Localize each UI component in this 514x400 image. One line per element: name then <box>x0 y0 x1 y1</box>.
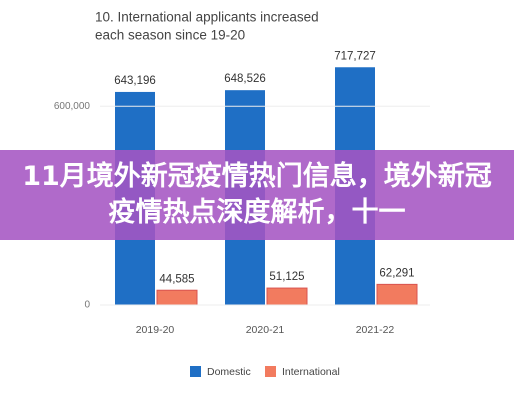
bar <box>266 287 308 306</box>
data-label: 643,196 <box>114 75 156 87</box>
legend-label: International <box>282 366 340 378</box>
y-tick-label: 600,000 <box>54 101 91 112</box>
data-label: 648,526 <box>224 73 266 85</box>
bar <box>156 289 198 306</box>
x-tick-label: 2020-21 <box>246 324 285 336</box>
banner-text: 11月境外新冠疫情热门信息，境外新冠疫情热点深度解析，十一 <box>22 161 492 228</box>
legend-label: Domestic <box>207 366 251 378</box>
data-label: 44,585 <box>159 273 194 285</box>
y-tick-label: 0 <box>84 300 90 311</box>
x-tick-label: 2021-22 <box>356 324 395 336</box>
legend-swatch <box>190 366 201 377</box>
legend-swatch <box>265 366 276 377</box>
bar <box>376 283 418 306</box>
chart-title: 10. International applicants increased <box>95 10 319 25</box>
data-label: 51,125 <box>269 271 304 283</box>
banner: 11月境外新冠疫情热门信息，境外新冠疫情热点深度解析，十一 <box>0 150 514 240</box>
data-label: 717,727 <box>334 50 376 62</box>
data-label: 62,291 <box>379 267 414 279</box>
chart-title: each season since 19-20 <box>95 28 245 43</box>
x-tick-label: 2019-20 <box>136 324 175 336</box>
